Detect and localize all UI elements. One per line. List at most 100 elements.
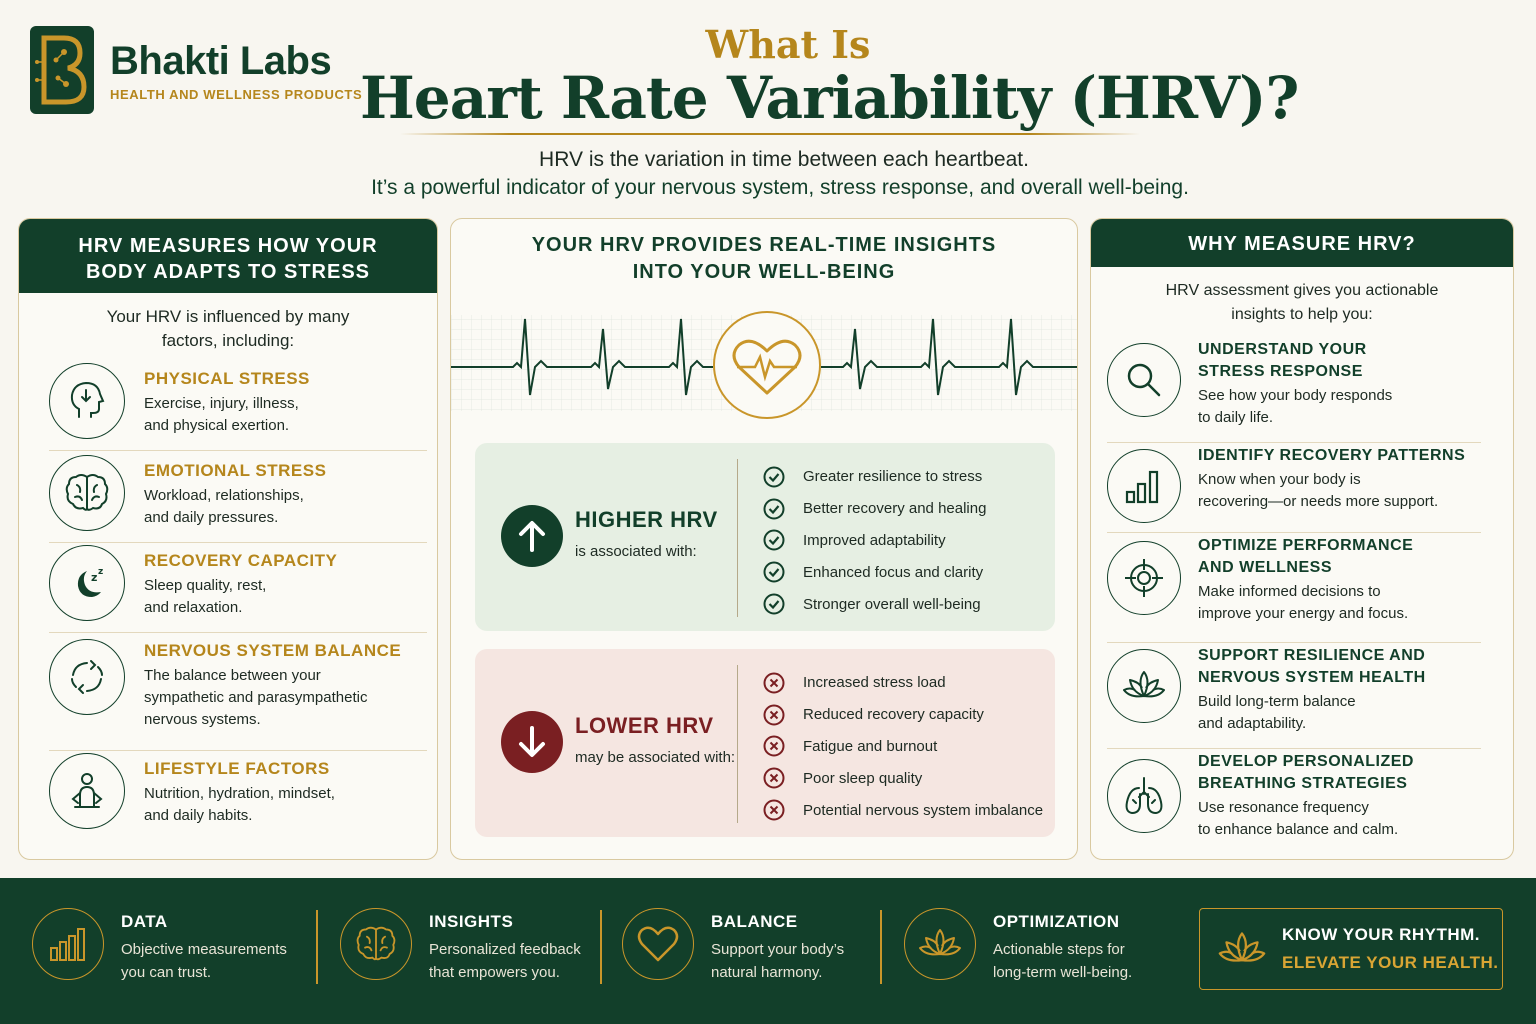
check-icon <box>763 498 785 520</box>
factor-desc: Workload, relationships, and daily press… <box>144 485 326 529</box>
desc-line: and daily habits. <box>144 807 253 824</box>
footer-item-title: BALANCE <box>711 912 798 931</box>
desc-line: Workload, relationships, <box>144 487 304 504</box>
desc-line: Nutrition, hydration, mindset, <box>144 785 335 802</box>
factor-desc: The balance between your sympathetic and… <box>144 665 401 731</box>
higher-hrv-card: HIGHER HRV is associated with: Greater r… <box>475 443 1055 631</box>
lower-hrv-sub: may be associated with: <box>575 749 736 766</box>
footer-item-desc: Personalized feedback that empowers you. <box>429 938 581 984</box>
desc-line: and physical exertion. <box>144 417 290 434</box>
list-item-text: Enhanced focus and clarity <box>803 563 984 581</box>
desc-line: Personalized feedback <box>429 941 581 958</box>
why-title: UNDERSTAND YOUR STRESS RESPONSE <box>1198 339 1392 383</box>
svg-text:z: z <box>91 571 97 584</box>
x-circle-icon <box>763 735 785 757</box>
why-panel: WHY MEASURE HRV? HRV assessment gives yo… <box>1090 218 1514 860</box>
title-line: SUPPORT RESILIENCE AND <box>1198 647 1426 664</box>
bar-chart-icon <box>1107 449 1181 523</box>
desc-line: recovering—or needs more support. <box>1198 493 1439 510</box>
title-line: NERVOUS SYSTEM HEALTH <box>1198 669 1426 686</box>
why-title: OPTIMIZE PERFORMANCE AND WELLNESS <box>1198 535 1413 579</box>
list-item-text: Potential nervous system imbalance <box>803 801 1044 819</box>
title-line: UNDERSTAND YOUR <box>1198 341 1367 358</box>
cta-box: KNOW YOUR RHYTHM. ELEVATE YOUR HEALTH. <box>1199 908 1503 990</box>
higher-hrv-label: HIGHER HRV <box>575 507 718 532</box>
why-title: IDENTIFY RECOVERY PATTERNS <box>1198 445 1465 467</box>
desc-line: The balance between your <box>144 667 321 684</box>
arrow-up-icon <box>501 505 563 567</box>
desc-line: sympathetic and parasympathetic <box>144 689 368 706</box>
brand-tagline: HEALTH AND WELLNESS PRODUCTS <box>110 86 363 102</box>
factor-item: NERVOUS SYSTEM BALANCE The balance betwe… <box>49 635 427 751</box>
subtitle-line-1: HRV is the variation in time between eac… <box>539 148 1029 171</box>
why-item: OPTIMIZE PERFORMANCE AND WELLNESS Make i… <box>1107 535 1481 643</box>
factor-desc: Sleep quality, rest, and relaxation. <box>144 575 337 619</box>
list-item-text: Improved adaptability <box>803 531 946 549</box>
desc-line: and daily pressures. <box>144 509 279 526</box>
list-item: Poor sleep quality <box>763 762 1043 794</box>
desc-line: Exercise, injury, illness, <box>144 395 299 412</box>
subtitle-line-2: It’s a powerful indicator of your nervou… <box>371 176 1189 199</box>
desc-line: Sleep quality, rest, <box>144 577 267 594</box>
lower-hrv-list: Increased stress load Reduced recovery c… <box>763 667 1043 826</box>
x-circle-icon <box>763 704 785 726</box>
factor-title: LIFESTYLE FACTORS <box>144 759 330 778</box>
desc-line: Use resonance frequency <box>1198 799 1369 816</box>
factor-item: EMOTIONAL STRESS Workload, relationships… <box>49 455 427 543</box>
why-desc: See how your body responds to daily life… <box>1198 385 1392 429</box>
heading-line: YOUR HRV PROVIDES REAL-TIME INSIGHTS <box>531 234 997 256</box>
footer-item-desc: Actionable steps for long-term well-bein… <box>993 938 1132 984</box>
svg-text:z: z <box>98 567 103 577</box>
footer-item-title: OPTIMIZATION <box>993 912 1120 931</box>
desc-line: Support your body’s <box>711 941 845 958</box>
title-divider <box>400 133 1140 135</box>
desc-line: natural harmony. <box>711 964 823 981</box>
desc-line: See how your body responds <box>1198 387 1393 404</box>
head-arrow-icon <box>49 363 125 439</box>
footer-item-balance: BALANCE Support your body’s natural harm… <box>622 908 844 984</box>
desc-line: Build long-term balance <box>1198 693 1356 710</box>
why-title: SUPPORT RESILIENCE AND NERVOUS SYSTEM HE… <box>1198 645 1426 689</box>
factors-intro: Your HRV is influenced by many factors, … <box>19 305 437 353</box>
factor-title: RECOVERY CAPACITY <box>144 551 338 570</box>
why-desc: Use resonance frequency to enhance balan… <box>1198 797 1414 841</box>
factors-panel: HRV MEASURES HOW YOUR BODY ADAPTS TO STR… <box>18 218 438 860</box>
factors-panel-heading: HRV MEASURES HOW YOUR BODY ADAPTS TO STR… <box>19 219 437 293</box>
x-circle-icon <box>763 672 785 694</box>
list-item: Improved adaptability <box>763 525 986 557</box>
intro-line: insights to help you: <box>1231 306 1373 323</box>
brand-name: Bhakti Labs <box>110 38 332 83</box>
why-item: DEVELOP PERSONALIZED BREATHING STRATEGIE… <box>1107 751 1481 855</box>
desc-line: and adaptability. <box>1198 715 1307 732</box>
why-title: DEVELOP PERSONALIZED BREATHING STRATEGIE… <box>1198 751 1414 795</box>
list-item: Fatigue and burnout <box>763 731 1043 763</box>
heading-line: INTO YOUR WELL-BEING <box>632 261 896 283</box>
list-item: Better recovery and healing <box>763 493 986 525</box>
list-item-text: Better recovery and healing <box>803 500 987 518</box>
intro-line: factors, including: <box>161 331 295 350</box>
desc-line: long-term well-being. <box>993 964 1133 981</box>
list-item: Stronger overall well-being <box>763 588 986 620</box>
desc-line: that empowers you. <box>429 964 560 981</box>
insights-panel-heading: YOUR HRV PROVIDES REAL-TIME INSIGHTS INT… <box>451 232 1077 286</box>
desc-line: improve your energy and focus. <box>1198 605 1409 622</box>
factor-item: PHYSICAL STRESS Exercise, injury, illnes… <box>49 363 427 451</box>
magnifier-icon <box>1107 343 1181 417</box>
higher-hrv-list: Greater resilience to stress Better reco… <box>763 461 986 620</box>
divider <box>737 459 738 617</box>
higher-hrv-sub: is associated with: <box>575 543 697 560</box>
list-item: Enhanced focus and clarity <box>763 556 986 588</box>
why-desc: Know when your body is recovering—or nee… <box>1198 469 1465 513</box>
factor-title: EMOTIONAL STRESS <box>144 461 327 480</box>
footer-item-optimization: OPTIMIZATION Actionable steps for long-t… <box>904 908 1132 984</box>
footer-item-title: DATA <box>121 912 168 931</box>
footer-item-desc: Support your body’s natural harmony. <box>711 938 844 984</box>
bar-chart-icon <box>32 908 104 980</box>
ecg-heartbeat-graphic <box>451 311 1077 419</box>
x-circle-icon <box>763 799 785 821</box>
footer-item-title: INSIGHTS <box>429 912 514 931</box>
title-line: STRESS RESPONSE <box>1198 363 1363 380</box>
list-item-text: Stronger overall well-being <box>803 595 981 613</box>
brand-logo: Bhakti Labs HEALTH AND WELLNESS PRODUCTS <box>30 26 362 114</box>
logo-b-icon <box>30 26 94 114</box>
